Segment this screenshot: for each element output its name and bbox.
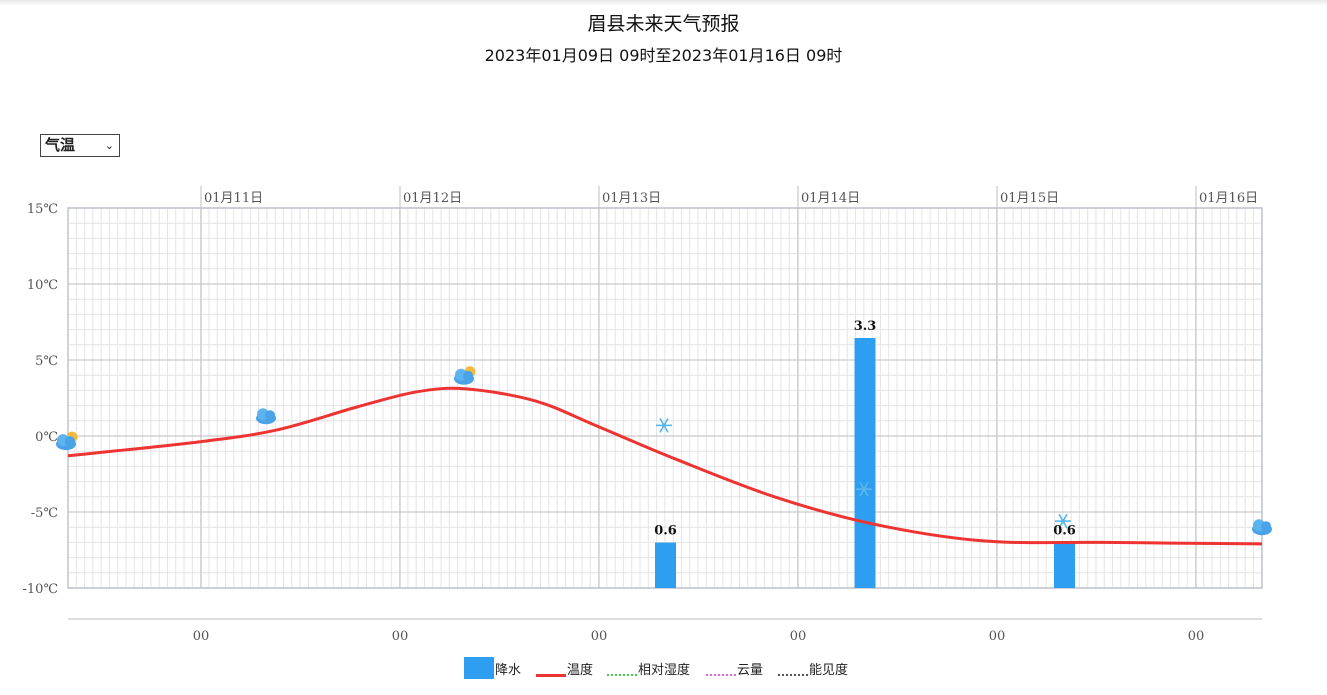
legend-label: 降水 <box>495 663 522 678</box>
hour-label: 00 <box>989 629 1006 644</box>
precip-bar <box>1054 542 1075 588</box>
legend-item-precip[interactable]: 降水 <box>464 655 534 681</box>
y-tick-label: 10℃ <box>27 278 58 293</box>
legend-item-cloud[interactable]: 云量 <box>706 655 776 681</box>
hour-label: 00 <box>392 629 409 644</box>
legend-item-vis[interactable]: 能见度 <box>778 655 858 681</box>
date-label: 01月14日 <box>801 191 860 206</box>
cloud-puff <box>463 370 473 381</box>
y-tick-label: -5℃ <box>31 506 58 521</box>
snow-flake-core <box>1061 519 1065 524</box>
snow-flake-core <box>662 423 666 428</box>
bar-value-labels: 0.6 3.3 0.6 <box>654 319 1076 539</box>
chevron-down-icon: ⌄ <box>104 139 114 152</box>
date-label: 01月15日 <box>1000 191 1059 206</box>
page-title: 眉县未来天气预报 <box>587 13 740 35</box>
cloud-puff <box>265 410 275 421</box>
legend-label: 能见度 <box>809 663 849 678</box>
partly-cloudy-icon <box>56 431 78 451</box>
date-label: 01月13日 <box>602 191 661 206</box>
chart-grid <box>67 186 1263 589</box>
top-shadow-bar <box>0 0 1327 6</box>
snow-icon <box>656 418 672 433</box>
partly-cloudy-icon <box>454 366 476 385</box>
bar-value-label: 3.3 <box>854 319 877 334</box>
legend-swatch <box>536 674 566 677</box>
chart-legend: 降水 温度 相对湿度 云量 能见度 <box>0 655 1327 681</box>
element-select-value: 气温 <box>45 136 76 154</box>
snow-icon <box>1055 513 1071 529</box>
weather-icons <box>56 366 1272 536</box>
chart-axes: 01月11日 01月12日 01月13日 01月14日 01月15日 01月16日 15℃ 1… <box>23 191 1262 644</box>
precip-bar <box>655 542 676 588</box>
y-tick-label: 0℃ <box>35 430 58 445</box>
legend-label: 温度 <box>567 663 594 678</box>
legend-item-temp[interactable]: 温度 <box>536 655 606 681</box>
cloudy-icon <box>1252 519 1272 536</box>
legend-label: 云量 <box>737 663 764 678</box>
y-tick-label: -10℃ <box>23 582 58 597</box>
snow-flake-core <box>862 487 866 492</box>
element-select[interactable]: 气温 ⌄ <box>40 134 120 157</box>
date-label: 01月11日 <box>204 191 263 206</box>
temperature-line <box>67 386 1263 546</box>
y-tick-label: 15℃ <box>27 202 58 217</box>
precip-bar <box>854 338 876 588</box>
bar-value-label: 0.6 <box>1053 524 1076 539</box>
hour-label: 00 <box>1188 629 1205 644</box>
cloudy-icon <box>256 408 276 425</box>
legend-label: 相对湿度 <box>638 663 691 678</box>
y-tick-label: 5℃ <box>35 354 58 369</box>
date-label: 01月16日 <box>1199 191 1258 206</box>
legend-swatch <box>778 674 808 676</box>
precip-bars <box>655 338 1075 588</box>
legend-item-rh[interactable]: 相对湿度 <box>607 655 702 681</box>
bar-value-label: 0.6 <box>654 524 677 539</box>
hour-label: 00 <box>790 629 807 644</box>
temperature-line-group <box>67 386 1263 546</box>
legend-swatch <box>607 674 637 676</box>
legend-swatch <box>706 674 736 676</box>
forecast-chart: 01月11日 01月12日 01月13日 01月14日 01月15日 01月16日 15℃ 1… <box>23 186 1272 644</box>
date-label: 01月12日 <box>403 191 462 206</box>
snow-icon <box>856 481 872 497</box>
forecast-period: 2023年01月09日 09时至2023年01月16日 09时 <box>484 46 843 65</box>
legend-swatch <box>464 657 494 679</box>
hour-label: 00 <box>591 629 608 644</box>
hour-label: 00 <box>193 629 210 644</box>
cloud-puff <box>1261 521 1271 532</box>
cloud-puff <box>65 436 75 447</box>
